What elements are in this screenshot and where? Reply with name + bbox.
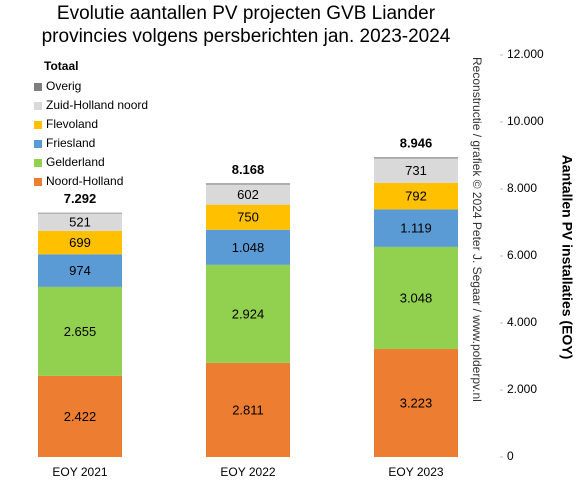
- data-label: 2.924: [232, 306, 265, 321]
- legend-swatch: [34, 121, 42, 129]
- y-tick-label: 12.000: [507, 47, 544, 61]
- legend-label: Gelderland: [46, 155, 105, 169]
- bar-segment: [374, 158, 458, 183]
- data-label: 2.811: [232, 402, 264, 417]
- legend-swatch: [34, 178, 42, 186]
- y-tick-label: 0: [507, 449, 514, 463]
- data-label: 974: [69, 263, 91, 278]
- bar-segment: [206, 183, 290, 185]
- bar-segment: [38, 254, 122, 287]
- y-axis-label: Aantallen PV installaties (EOY): [559, 155, 575, 360]
- bar-segment: [38, 286, 122, 376]
- legend-swatch: [34, 102, 42, 110]
- data-label: 3.223: [400, 395, 433, 410]
- total-label: 7.292: [64, 191, 97, 206]
- y-tick-label: 8.000: [507, 181, 537, 195]
- bar-segment: [374, 182, 458, 210]
- total-label: 8.168: [232, 162, 265, 177]
- legend-label: Overig: [46, 79, 81, 93]
- bar-segment: [206, 264, 290, 363]
- legend-swatch: [34, 140, 42, 148]
- legend-label: Flevoland: [46, 117, 98, 131]
- legend-swatch: [34, 83, 42, 91]
- y-tick-label: 4.000: [507, 315, 537, 329]
- bar-segment: [38, 213, 122, 231]
- y-tick-label: 6.000: [507, 248, 537, 262]
- bar-segment: [206, 362, 290, 457]
- bar-segment: [374, 157, 458, 159]
- total-label: 8.946: [400, 136, 433, 151]
- data-label: 602: [237, 187, 259, 202]
- data-label: 699: [69, 235, 91, 250]
- bar-segment: [38, 230, 122, 255]
- data-label: 1.119: [400, 221, 432, 236]
- data-label: 3.048: [400, 290, 433, 305]
- data-label: 2.655: [64, 324, 97, 339]
- legend-swatch: [34, 159, 42, 167]
- bar-segment: [38, 375, 122, 457]
- bar-segment: [374, 209, 458, 247]
- bar-segment: [206, 184, 290, 205]
- chart-title: provincies volgens persberichten jan. 20…: [42, 26, 451, 47]
- chart-title: Evolutie aantallen PV projecten GVB Lian…: [57, 3, 436, 24]
- data-label: 1.048: [232, 240, 265, 255]
- data-label: 521: [69, 215, 91, 230]
- data-label: 792: [405, 189, 427, 204]
- legend-title: Totaal: [44, 59, 78, 73]
- data-label: 2.422: [64, 409, 97, 424]
- y-tick-label: 10.000: [507, 114, 544, 128]
- annotation: Reconstructie / grafiek © 2024 Peter J. …: [470, 57, 484, 402]
- bar-segment: [38, 212, 122, 214]
- bar-segment: [206, 229, 290, 265]
- data-label: 731: [405, 163, 427, 178]
- bar-segment: [206, 204, 290, 230]
- legend-label: Friesland: [46, 136, 95, 150]
- y-tick-label: 2.000: [507, 382, 537, 396]
- bar-segment: [374, 349, 458, 457]
- bar-segment: [374, 246, 458, 350]
- legend-label: Noord-Holland: [46, 174, 123, 188]
- x-tick-label: EOY 2023: [388, 465, 443, 479]
- x-tick-label: EOY 2022: [220, 465, 275, 479]
- data-label: 750: [237, 210, 259, 225]
- x-tick-label: EOY 2021: [52, 465, 107, 479]
- legend-label: Zuid-Holland noord: [46, 98, 148, 112]
